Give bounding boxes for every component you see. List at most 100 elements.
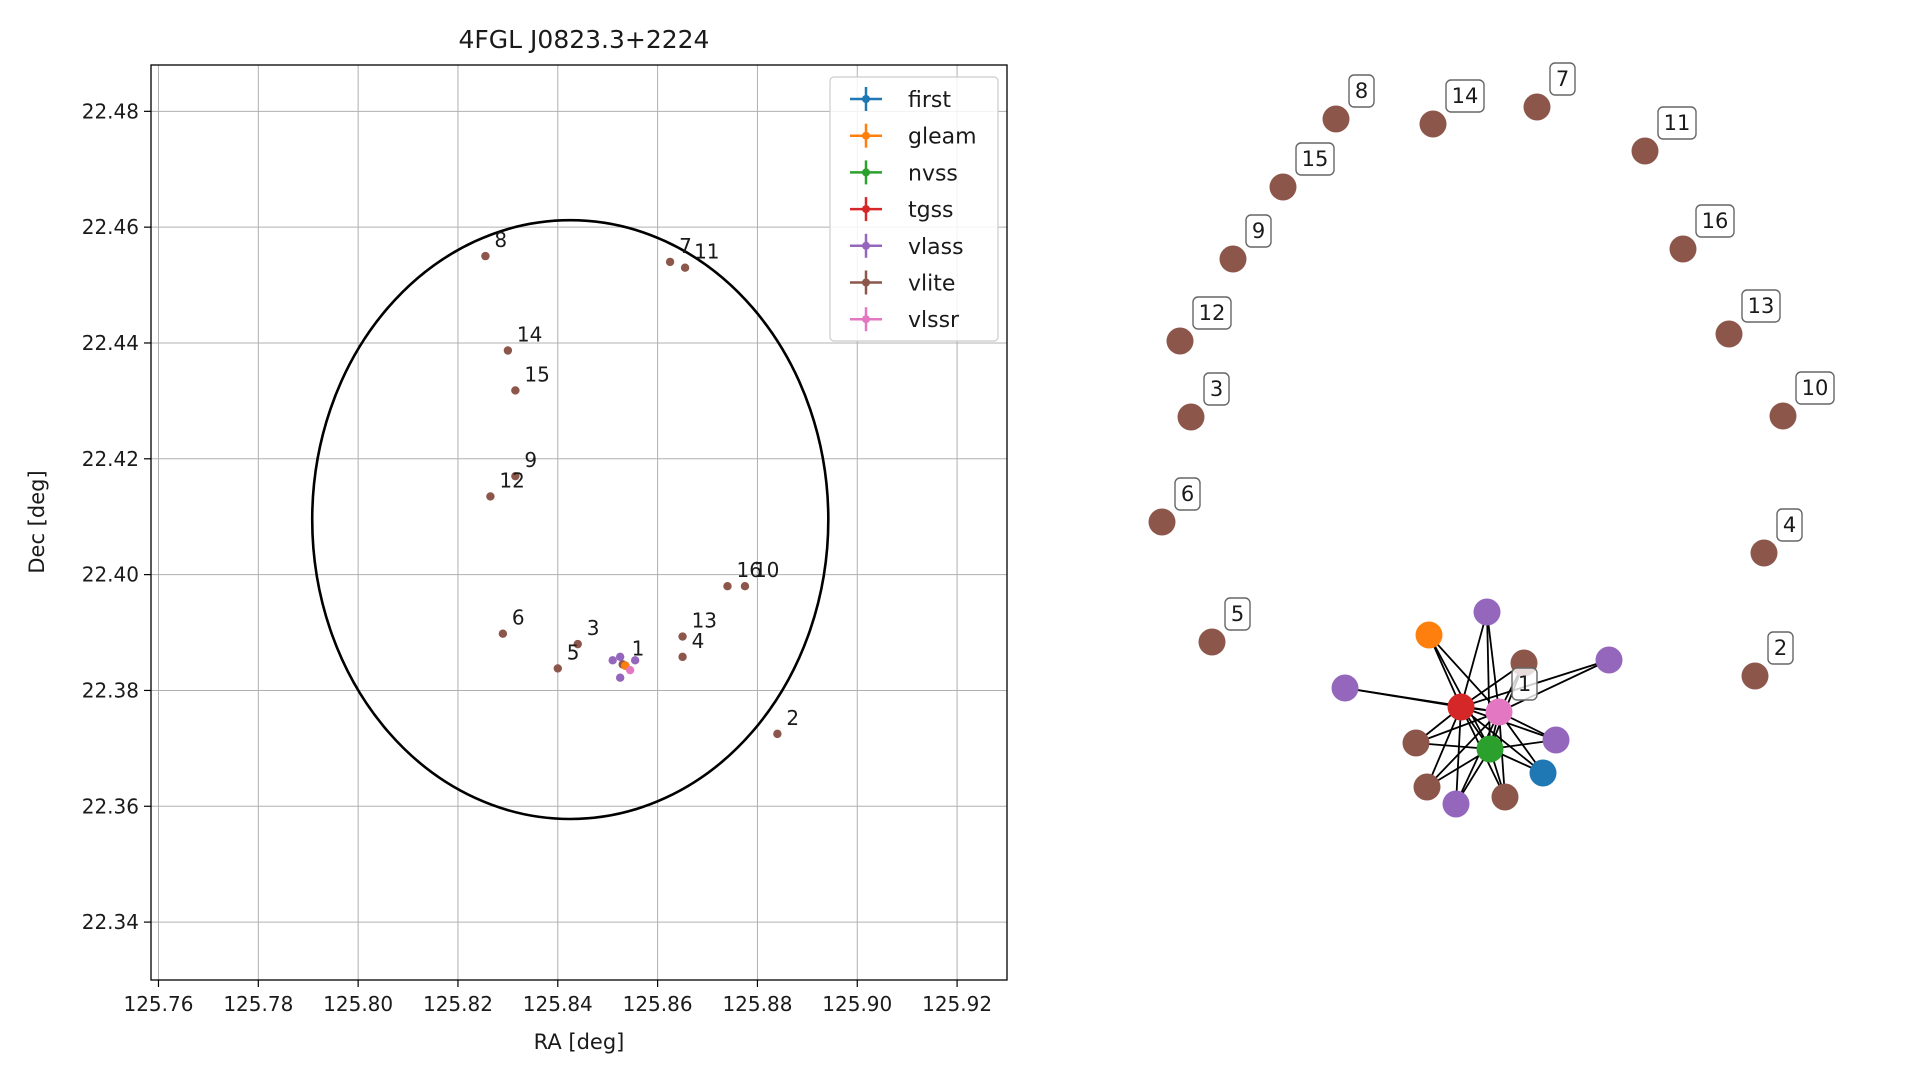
node-label-box	[1549, 62, 1576, 96]
vlite-point	[481, 251, 490, 261]
vlite-point	[723, 582, 732, 591]
x-axis-label: RA [deg]	[534, 1030, 625, 1054]
x-tick-label: 125.82	[423, 992, 493, 1016]
node-label-box	[1203, 372, 1230, 406]
vlass-node	[1473, 598, 1501, 626]
vlite-node	[1491, 783, 1519, 811]
vlite-point	[680, 263, 690, 272]
vlite-node	[1769, 402, 1797, 430]
vlite-node	[1322, 105, 1350, 133]
vlass-node	[1331, 674, 1359, 702]
point-label: 14	[517, 323, 542, 347]
legend-marker-dot	[862, 278, 870, 287]
point-label: 12	[499, 468, 524, 492]
vlite-node	[1166, 327, 1194, 355]
vlite-point	[740, 582, 750, 591]
node-label: 16	[1702, 209, 1729, 233]
point-label: 16	[736, 558, 761, 582]
node-label-box	[1224, 597, 1251, 631]
vlite-node	[1669, 235, 1697, 263]
point-label: 6	[512, 606, 525, 630]
node-label: 11	[1664, 111, 1691, 135]
vlite-point	[503, 346, 513, 355]
vlite-point	[678, 632, 687, 641]
vlite-node	[1269, 173, 1297, 201]
node-label: 2	[1774, 636, 1787, 660]
graph-edge	[1460, 611, 1488, 708]
legend-label-nvss: nvss	[908, 161, 958, 186]
nvss-node	[1476, 735, 1504, 763]
graph-edge	[1460, 706, 1557, 741]
point-label: 3	[587, 616, 600, 640]
first-node	[1529, 759, 1557, 787]
legend-label-gleam: gleam	[908, 125, 977, 150]
graph-edge	[1426, 706, 1462, 788]
x-tick-label: 125.80	[323, 992, 393, 1016]
x-tick-label: 125.92	[922, 992, 992, 1016]
node-label-box	[1511, 667, 1538, 701]
vlite-node	[1715, 320, 1743, 348]
node-label: 4	[1783, 513, 1796, 537]
node-label-box	[1445, 79, 1485, 113]
node-label: 1	[1518, 672, 1531, 696]
vlite-node	[1198, 628, 1226, 656]
legend-marker-dot	[862, 131, 870, 140]
y-tick-label: 22.48	[82, 99, 139, 123]
x-tick-label: 125.88	[722, 992, 792, 1016]
node-label-box	[1795, 371, 1835, 405]
node-label: 9	[1252, 219, 1265, 243]
x-tick-label: 125.78	[223, 992, 293, 1016]
point-label: 5	[567, 640, 580, 664]
graph-nodes	[1148, 93, 1797, 818]
node-label: 12	[1199, 301, 1226, 325]
node-label: 7	[1556, 67, 1569, 91]
legend-marker-dot	[862, 168, 870, 177]
vlite-node	[1741, 662, 1769, 690]
y-axis-label: Dec [deg]	[25, 470, 49, 573]
data-points	[481, 251, 782, 739]
vlite-point	[511, 471, 520, 481]
vlass-node	[1595, 646, 1623, 674]
vlite-point	[678, 652, 687, 662]
gleam-node	[1415, 621, 1443, 649]
graph-edge	[1486, 611, 1500, 713]
point-label: 1	[632, 636, 645, 660]
node-label: 15	[1302, 147, 1329, 171]
legend-box	[829, 76, 999, 342]
node-label-box	[1192, 296, 1232, 330]
graph-edge	[1498, 659, 1610, 713]
error-circle	[310, 218, 830, 821]
grid	[151, 65, 1007, 980]
x-ticks: 125.76 125.78 125.80 125.82 125.84 125.86 125.…	[123, 980, 992, 1016]
node-label-box	[1245, 214, 1272, 248]
graph-edge	[1455, 706, 1462, 805]
point-label: 2	[786, 706, 799, 730]
vlite-point	[486, 492, 495, 501]
point-label: 9	[524, 448, 537, 472]
vlite-point	[665, 257, 675, 267]
node-label: 3	[1210, 377, 1223, 401]
tgss-node	[1447, 693, 1475, 721]
node-label-box	[1348, 74, 1375, 108]
vlite-node	[1631, 137, 1659, 165]
y-tick-label: 22.44	[82, 331, 139, 355]
graph-edges	[1344, 611, 1610, 805]
vlssr-node	[1485, 698, 1513, 726]
y-tick-label: 22.46	[82, 215, 139, 239]
point-label: 4	[692, 629, 705, 653]
vlite-node	[1148, 508, 1176, 536]
legend-marker-dot	[862, 241, 870, 250]
scatter-plot: 4FGL J0823.3+2224 1234567891011121314151…	[25, 25, 1008, 1054]
vlass-point	[615, 652, 625, 662]
x-tick-label: 125.84	[523, 992, 593, 1016]
graph-edge	[1428, 634, 1491, 750]
vlite-node	[1419, 110, 1447, 138]
graph-edge	[1455, 711, 1500, 805]
vlite-point	[511, 386, 520, 395]
legend-label-vlssr: vlssr	[908, 308, 960, 333]
node-label-box	[1295, 142, 1335, 176]
vlite-node	[1413, 773, 1441, 801]
vlite-node	[1177, 403, 1205, 431]
